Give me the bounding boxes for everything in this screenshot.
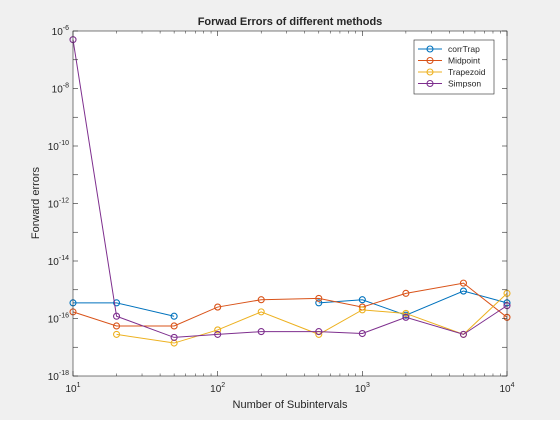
data-point [257,296,265,304]
data-point [214,303,222,311]
data-point [170,322,178,330]
x-tick-label: 102 [210,382,225,395]
legend-label: Simpson [448,79,481,89]
legend-marker [426,56,434,65]
y-tick-label: 10-16 [48,313,69,326]
series-line [73,302,175,317]
data-point [257,328,265,336]
y-tick-label: 10-12 [48,198,69,211]
data-point [170,333,178,341]
data-point [459,287,468,295]
data-point [113,322,121,330]
legend-marker [426,68,434,76]
y-axis-label: Forward errors [30,166,42,239]
series-line [72,282,508,327]
data-point [402,313,410,321]
data-point [257,308,265,316]
data-point [315,299,323,307]
data-point [113,330,121,338]
x-axis-label: Number of Subintervals [233,399,348,411]
legend-marker [426,45,434,53]
legend-label: Trapezoid [448,67,486,77]
y-tick-label: 10-14 [48,255,69,268]
data-point [214,326,222,334]
y-tick-label: 10-8 [52,83,69,96]
data-point [170,312,178,320]
legend-label: Midpoint [448,56,481,66]
data-point [113,299,121,307]
y-tick-label: 10-10 [48,140,69,153]
legend-item-corrtrap: corrTrap [418,44,480,54]
x-tick-label: 103 [355,382,370,395]
data-point [402,289,410,297]
data-point [358,306,366,314]
legend-marker [426,79,434,88]
series-layer [69,36,511,347]
data-point [315,328,323,336]
axes-layer: 101 102 103 104 10-18 10-16 10-14 10-12 10-10 10-… [48,25,515,395]
x-tick-label: 101 [65,382,80,395]
chart-title: Forwad Errors of different methods [198,16,383,28]
data-point [358,329,366,338]
data-point [214,330,222,338]
x-tick-label: 104 [499,382,514,395]
legend-label: corrTrap [448,44,480,54]
y-tick-label: 10-18 [48,370,69,383]
legend-item-simpson: Simpson [418,79,481,89]
data-point [358,296,366,304]
data-point [113,312,121,320]
series-corrtrap [69,287,511,320]
data-point [402,309,410,317]
data-point [459,330,468,338]
legend-item-trapezoid: Trapezoid [418,67,486,77]
data-point [459,279,468,287]
legend-item-midpoint: Midpoint [418,56,481,66]
y-tick-label: 10-6 [52,25,69,38]
data-point [315,294,323,302]
series-line [72,39,508,338]
